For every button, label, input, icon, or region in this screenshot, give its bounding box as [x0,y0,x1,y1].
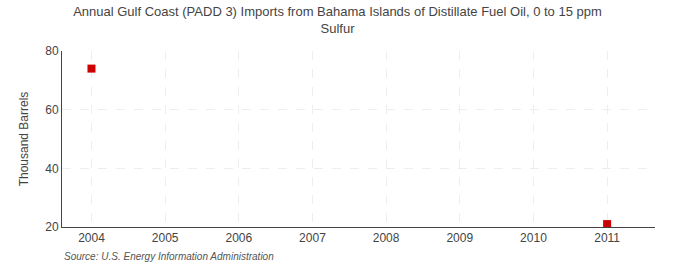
svg-text:80: 80 [45,44,59,58]
svg-text:20: 20 [45,220,59,234]
svg-text:2011: 2011 [594,231,620,245]
svg-text:60: 60 [45,103,59,117]
svg-text:2006: 2006 [225,231,252,245]
svg-text:2010: 2010 [520,231,547,245]
svg-text:2005: 2005 [152,231,179,245]
svg-text:Source: U.S. Energy Informatio: Source: U.S. Energy Information Administ… [64,251,274,262]
svg-text:2004: 2004 [78,231,105,245]
svg-text:Annual Gulf Coast (PADD 3) Imp: Annual Gulf Coast (PADD 3) Imports from … [73,4,602,36]
svg-text:2008: 2008 [373,231,400,245]
svg-text:2009: 2009 [446,231,473,245]
svg-text:Thousand Barrels: Thousand Barrels [17,92,31,187]
svg-text:2007: 2007 [299,231,326,245]
svg-text:40: 40 [45,162,59,176]
